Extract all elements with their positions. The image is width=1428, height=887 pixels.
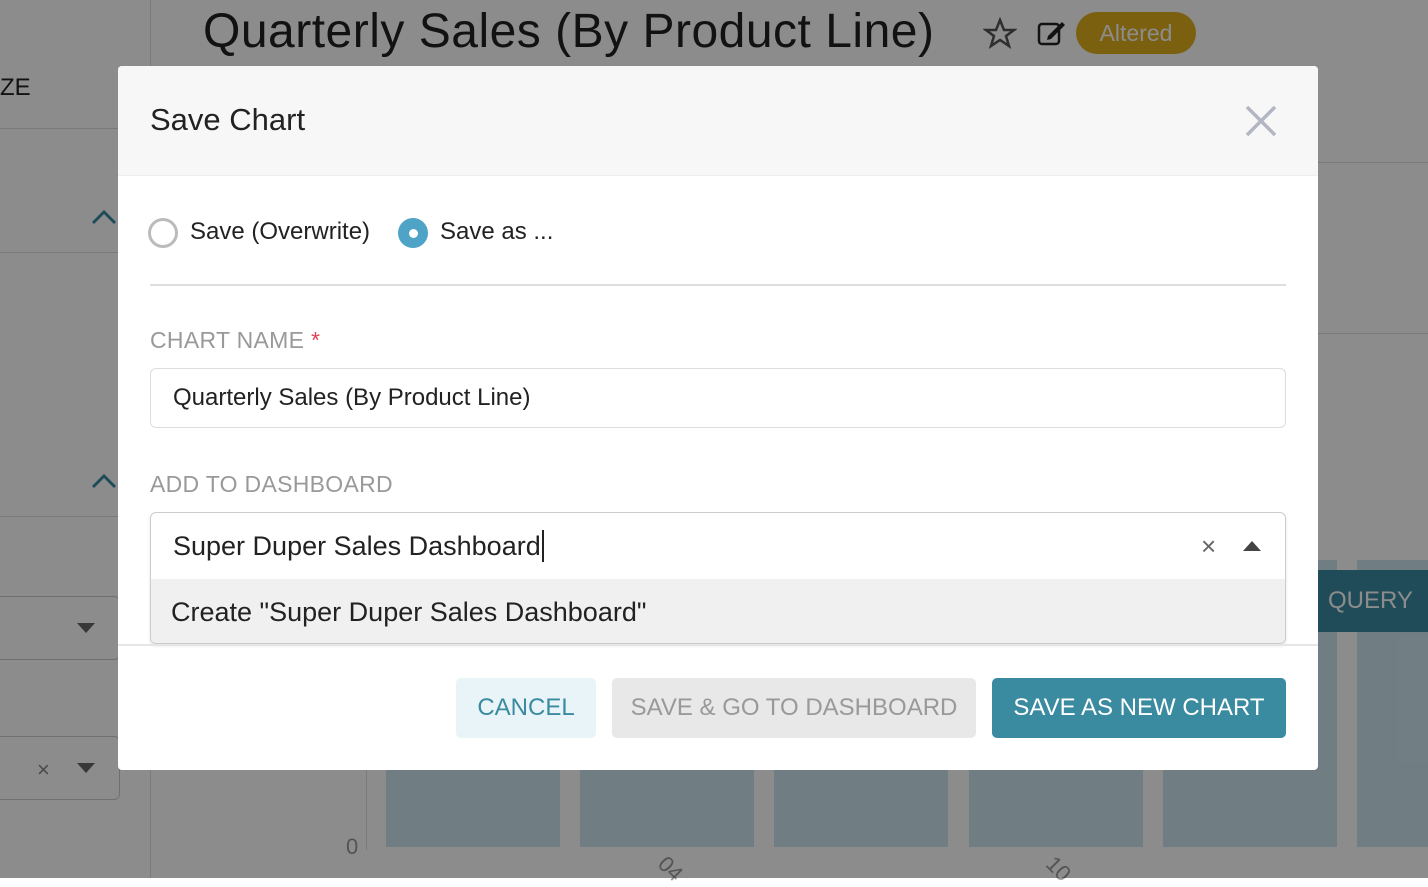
divider	[0, 128, 150, 129]
divider	[1318, 162, 1428, 163]
cancel-button[interactable]: CANCEL	[456, 678, 596, 738]
sidebar-select[interactable]	[0, 596, 120, 660]
chevron-up-icon[interactable]	[90, 472, 118, 490]
dashboard-label: ADD TO DASHBOARD	[150, 471, 393, 497]
run-query-button[interactable]: QUERY	[1318, 570, 1428, 632]
y-tick-label: 0	[346, 834, 359, 859]
chart-name-label: CHART NAME *	[150, 327, 320, 354]
dashboard-select-input[interactable]: Super Duper Sales Dashboard	[173, 530, 541, 561]
dashboard-select[interactable]: Super Duper Sales Dashboard × Create "Su…	[150, 512, 1286, 644]
modal-header: Save Chart	[118, 66, 1318, 176]
divider	[1318, 333, 1428, 334]
chart-title[interactable]: Quarterly Sales (By Product Line)	[203, 5, 935, 58]
sidebar-select[interactable]: ×	[0, 736, 120, 800]
clear-icon[interactable]: ×	[1201, 531, 1217, 561]
text-cursor	[541, 530, 544, 562]
modal-title: Save Chart	[150, 102, 306, 137]
footer-divider	[118, 644, 1318, 646]
radio-overwrite-label[interactable]: Save (Overwrite)	[190, 218, 371, 245]
divider	[0, 516, 150, 517]
sidebar-label: ZE	[0, 74, 31, 101]
radio-overwrite[interactable]	[148, 218, 178, 248]
required-mark: *	[310, 327, 321, 353]
caret-down-icon	[77, 763, 95, 773]
save-chart-modal: Save Chart Save (Overwrite) Save as ... …	[118, 66, 1318, 770]
altered-badge[interactable]: Altered	[1076, 12, 1196, 54]
caret-up-icon[interactable]	[1243, 541, 1261, 552]
radio-save-as[interactable]	[398, 218, 428, 248]
clear-icon[interactable]: ×	[37, 757, 50, 782]
divider	[150, 284, 1286, 286]
radio-save-as-label[interactable]: Save as ...	[440, 218, 554, 245]
edit-icon[interactable]	[1036, 18, 1068, 48]
chart-name-label-text: CHART NAME	[150, 327, 305, 353]
close-icon[interactable]	[1244, 104, 1278, 138]
caret-down-icon	[77, 623, 95, 633]
divider	[0, 252, 150, 253]
save-as-new-chart-button[interactable]: SAVE AS NEW CHART	[992, 678, 1286, 738]
create-dashboard-option[interactable]: Create "Super Duper Sales Dashboard"	[151, 579, 1285, 643]
chevron-up-icon[interactable]	[90, 208, 118, 226]
star-icon[interactable]	[983, 17, 1017, 49]
save-and-go-to-dashboard-button[interactable]: SAVE & GO TO DASHBOARD	[612, 678, 976, 738]
chart-name-input[interactable]: Quarterly Sales (By Product Line)	[150, 368, 1286, 428]
